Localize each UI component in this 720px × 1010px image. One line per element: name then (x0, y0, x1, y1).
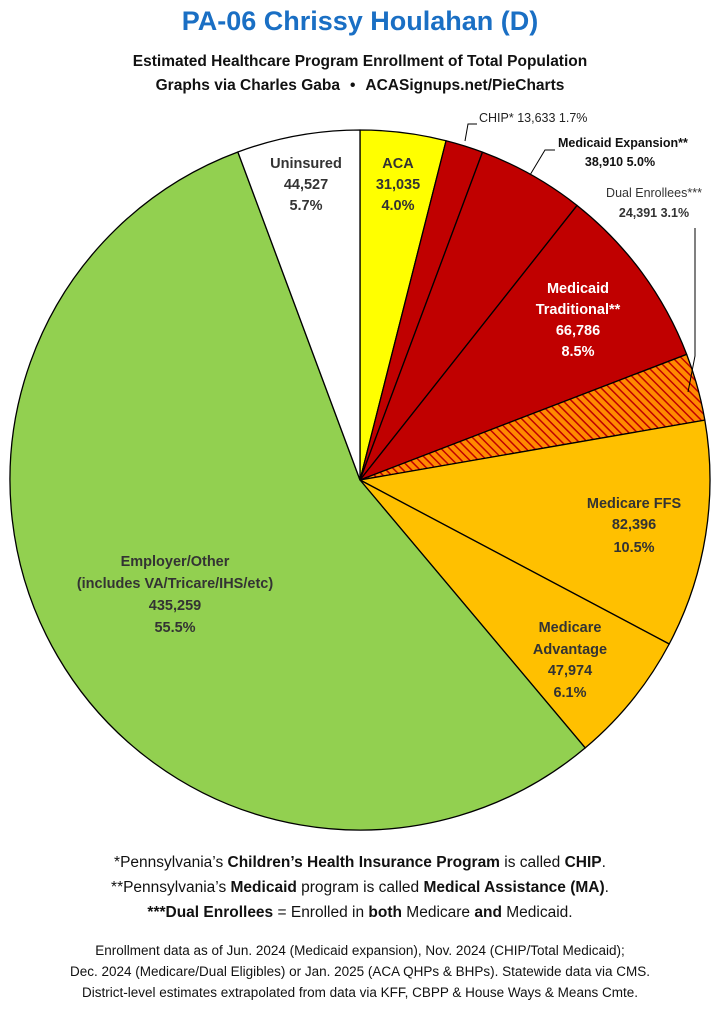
pie-slice-medicare-advantage (359, 479, 670, 749)
label-employer-value: 435,259 (149, 598, 201, 614)
label-aca-pct: 4.0% (381, 198, 414, 214)
label-employer-line1: Employer/Other (121, 554, 230, 570)
footnote-chip: *Pennsylvania’s Children’s Health Insura… (114, 854, 606, 871)
label-medicare-advantage-pct: 6.1% (553, 685, 586, 701)
label-medicaid-traditional-line2: Traditional** (536, 302, 621, 318)
label-medicare-advantage-value: 47,974 (548, 663, 592, 679)
label-chip: CHIP* 13,633 1.7% (479, 111, 587, 125)
label-medicare-ffs-value: 82,396 (612, 517, 656, 533)
label-medicaid-traditional-value: 66,786 (556, 323, 600, 339)
pie-slice-medicaid-traditional (359, 204, 688, 481)
source-line-1: Enrollment data as of Jun. 2024 (Medicai… (95, 943, 625, 958)
chart-subtitle: Estimated Healthcare Program Enrollment … (0, 50, 720, 98)
label-medicare-advantage-line1: Medicare (539, 620, 602, 636)
subtitle-line-2: Graphs via Charles Gaba • ACASignups.net/P… (0, 74, 720, 98)
label-uninsured-pct: 5.7% (289, 198, 322, 214)
chip-leader-line (464, 123, 477, 142)
slice-labels: ACA 31,035 4.0% CHIP* 13,633 1.7% Medica… (77, 111, 702, 701)
label-aca-name: ACA (382, 156, 414, 172)
label-medicaid-traditional-line1: Medicaid (547, 281, 609, 297)
source-line-2: Dec. 2024 (Medicare/Dual Eligibles) or J… (70, 964, 650, 979)
label-medicare-advantage-line2: Advantage (533, 642, 607, 658)
label-employer-line2: (includes VA/Tricare/IHS/etc) (77, 576, 274, 592)
label-medicaid-expansion-name: Medicaid Expansion** (558, 136, 688, 150)
pie-slice-medicare-ffs (359, 419, 711, 645)
medicaid-expansion-leader-line (529, 149, 555, 176)
label-medicare-ffs-pct: 10.5% (613, 540, 654, 556)
source-line-3: District-level estimates extrapolated fr… (82, 985, 638, 1000)
label-uninsured-value: 44,527 (284, 177, 328, 193)
footnote-dual-enrollees: ***Dual Enrollees = Enrolled in both Med… (147, 904, 573, 921)
label-aca-value: 31,035 (376, 177, 420, 193)
pie-slice-uninsured (237, 129, 361, 481)
pie-slice-employer-other (9, 151, 586, 831)
footnote-medicaid: **Pennsylvania’s Medicaid program is cal… (111, 879, 609, 896)
label-dual-value: 24,391 3.1% (619, 206, 689, 220)
pie-chart: ACA 31,035 4.0% CHIP* 13,633 1.7% Medica… (9, 111, 711, 831)
chart-title: PA-06 Chrissy Houlahan (D) (181, 6, 539, 36)
label-medicaid-traditional-pct: 8.5% (561, 344, 594, 360)
pie-slices (9, 129, 711, 831)
bullet-separator: • (349, 77, 356, 94)
label-uninsured-name: Uninsured (270, 156, 342, 172)
label-employer-pct: 55.5% (154, 620, 195, 636)
leader-lines (464, 123, 696, 393)
footnotes: *Pennsylvania’s Children’s Health Insura… (0, 850, 720, 925)
source-notes: Enrollment data as of Jun. 2024 (Medicai… (0, 940, 720, 1003)
subtitle-line-1: Estimated Healthcare Program Enrollment … (132, 53, 588, 70)
label-medicaid-expansion-value: 38,910 5.0% (585, 155, 655, 169)
dual-enrollees-leader-line (687, 228, 696, 393)
label-medicare-ffs-name: Medicare FFS (587, 496, 682, 512)
subtitle-credit: Graphs via Charles Gaba (155, 77, 340, 94)
subtitle-site: ACASignups.net/PieCharts (365, 77, 565, 94)
label-dual-name: Dual Enrollees*** (606, 186, 702, 200)
